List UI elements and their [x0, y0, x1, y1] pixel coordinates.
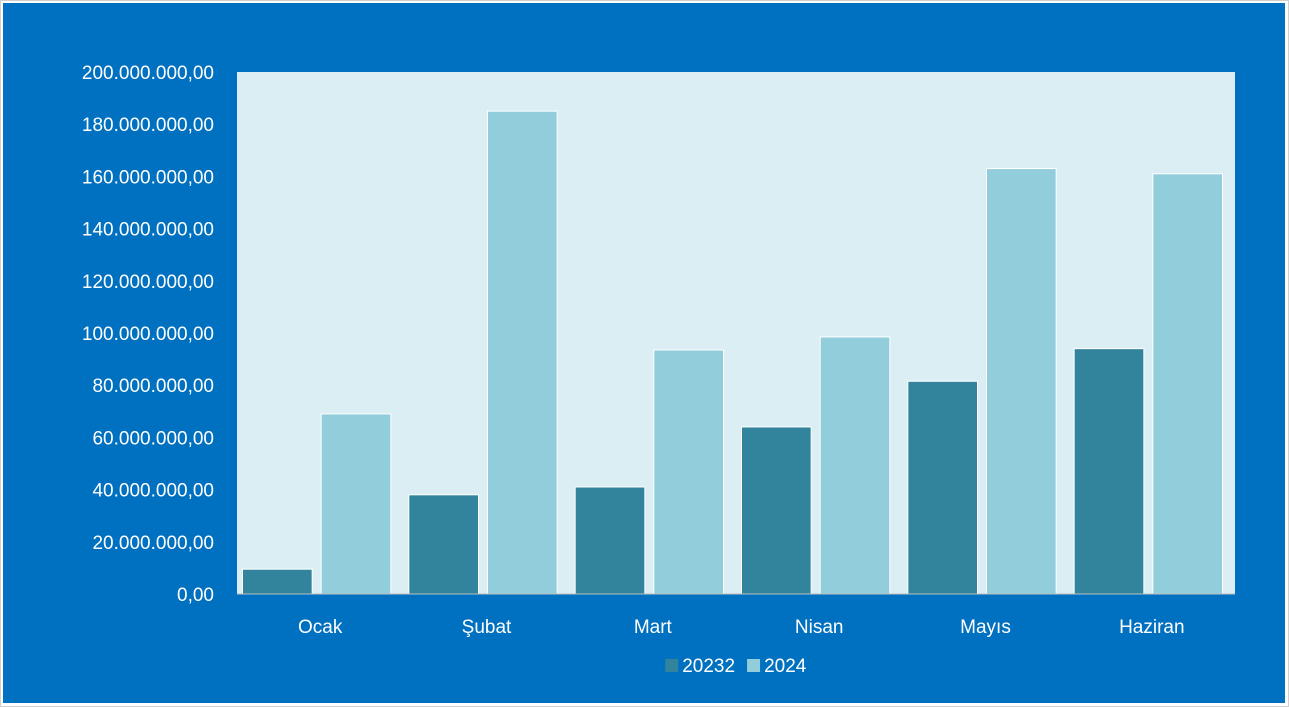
- legend-swatch-2024: [747, 659, 761, 672]
- bar-20232-Mayıs: [907, 380, 978, 595]
- y-tick-label: 120.000.000,00: [82, 272, 214, 293]
- bar-20232-Ocak: [242, 568, 313, 595]
- x-tick-label: Nisan: [795, 617, 844, 638]
- y-tick-label: 60.000.000,00: [92, 428, 214, 449]
- bar-2024-Mayıs: [986, 168, 1057, 595]
- y-tick-label: 20.000.000,00: [92, 533, 214, 554]
- bar-2024-Nisan: [819, 336, 891, 595]
- y-tick-label: 80.000.000,00: [92, 376, 214, 397]
- legend: 20232 2024: [665, 656, 807, 677]
- x-tick-label: Mayıs: [960, 617, 1011, 638]
- bar-20232-Mart: [574, 486, 646, 595]
- legend-swatch-20232: [665, 659, 679, 672]
- bar-2024-Haziran: [1152, 173, 1224, 595]
- y-tick-label: 140.000.000,00: [82, 220, 214, 241]
- legend-label-20232: 20232: [682, 656, 735, 677]
- bar-2024-Ocak: [320, 413, 392, 595]
- bar-20232-Şubat: [408, 494, 480, 595]
- legend-label-2024: 2024: [764, 656, 807, 677]
- y-tick-label: 180.000.000,00: [82, 115, 214, 136]
- y-axis-ticks: 0,00 20.000.000,00 40.000.000,00 60.000.000…: [82, 63, 214, 606]
- x-tick-label: Mart: [634, 617, 673, 638]
- plot-area: [237, 72, 1235, 594]
- x-tick-label: Haziran: [1119, 617, 1184, 638]
- y-tick-label: 0,00: [177, 585, 214, 606]
- bar-2024-Mart: [653, 349, 724, 595]
- bar-20232-Haziran: [1073, 348, 1145, 595]
- y-tick-label: 100.000.000,00: [82, 324, 214, 345]
- bars-group: [242, 110, 1224, 595]
- x-tick-label: Şubat: [462, 617, 512, 638]
- y-tick-label: 40.000.000,00: [92, 481, 214, 502]
- y-tick-label: 160.000.000,00: [82, 167, 214, 188]
- bar-2024-Şubat: [487, 110, 558, 595]
- y-tick-label: 200.000.000,00: [82, 63, 214, 84]
- x-axis-ticks: Ocak Şubat Mart Nisan Mayıs Haziran: [298, 617, 1185, 638]
- x-tick-label: Ocak: [298, 617, 343, 638]
- bar-20232-Nisan: [741, 426, 812, 595]
